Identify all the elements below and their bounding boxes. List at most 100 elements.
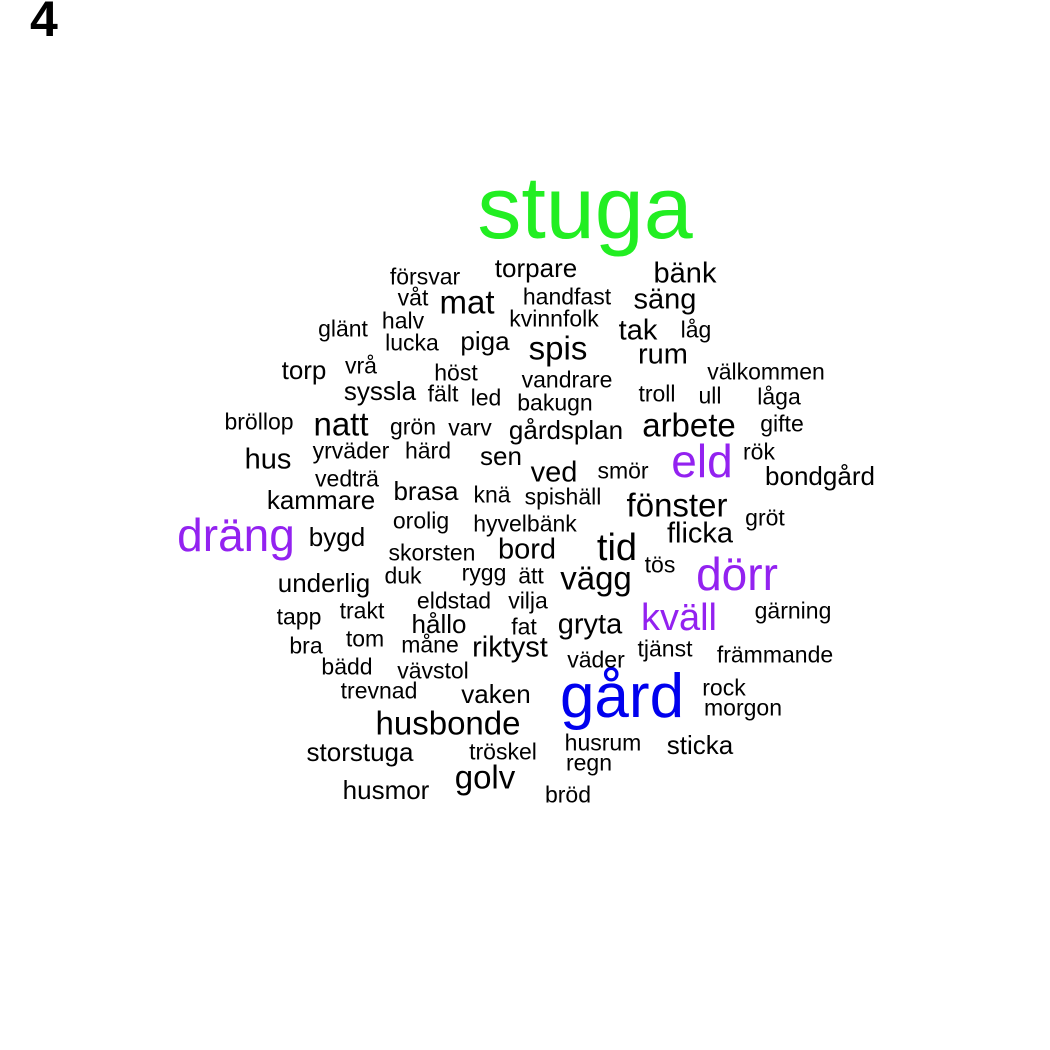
word-34: sen — [480, 441, 522, 471]
panel-label: 4 — [30, 0, 58, 47]
word-16: rum — [638, 338, 688, 371]
word-32: torpare — [494, 253, 578, 283]
word-68: härd — [404, 437, 452, 464]
word-94: regn — [565, 749, 613, 776]
word-19: tak — [618, 314, 658, 347]
word-60: bakugn — [517, 389, 593, 416]
word-79: duk — [384, 562, 422, 589]
word-5: kväll — [640, 597, 718, 639]
word-36: underlig — [277, 568, 371, 598]
word-38: bygd — [308, 522, 366, 552]
word-93: husrum — [564, 729, 642, 756]
word-27: bondgård — [765, 461, 875, 491]
word-28: husmor — [342, 775, 430, 805]
word-78: tös — [644, 551, 676, 578]
word-8: golv — [454, 758, 516, 796]
word-65: grön — [389, 413, 437, 440]
word-11: spis — [528, 329, 588, 367]
word-15: hus — [244, 443, 292, 476]
word-31: kammare — [266, 485, 376, 515]
word-13: mat — [439, 283, 495, 321]
word-52: försvar — [389, 263, 461, 290]
word-64: bröllop — [224, 408, 294, 435]
word-14: arbete — [642, 406, 736, 444]
word-25: brasa — [393, 476, 459, 506]
word-71: knä — [473, 481, 511, 508]
word-46: gärning — [754, 597, 832, 624]
word-98: låg — [680, 316, 712, 343]
word-76: rygg — [461, 559, 507, 586]
word-90: vävstol — [397, 657, 469, 684]
word-1: gård — [559, 662, 685, 731]
word-20: bord — [497, 533, 557, 566]
word-10: fönster — [626, 486, 728, 524]
word-77: ätt — [518, 562, 544, 589]
word-80: eldstad — [416, 587, 492, 614]
word-81: vilja — [508, 587, 548, 614]
word-41: yrväder — [312, 437, 390, 464]
word-17: bänk — [653, 257, 717, 290]
word-95: tröskel — [469, 738, 537, 765]
word-22: riktyst — [472, 631, 548, 664]
word-73: orolig — [392, 507, 450, 534]
word-86: tom — [345, 625, 385, 652]
word-9: vägg — [560, 559, 632, 597]
word-58: fält — [427, 380, 459, 407]
word-96: bröd — [544, 781, 592, 808]
word-67: gifte — [760, 410, 804, 437]
word-92: rock — [702, 674, 746, 701]
word-33: piga — [460, 326, 510, 356]
word-54: halv — [381, 307, 425, 334]
word-59: led — [470, 384, 502, 411]
word-53: glänt — [318, 315, 368, 342]
word-72: spishäll — [524, 483, 602, 510]
word-3: eld — [671, 435, 733, 487]
word-2: dörr — [696, 548, 778, 600]
word-57: höst — [434, 359, 478, 386]
word-62: ull — [698, 382, 722, 409]
word-88: väder — [567, 646, 625, 673]
word-49: tjänst — [637, 635, 693, 662]
word-85: bra — [289, 632, 323, 659]
word-63: låga — [757, 383, 801, 410]
word-39: torp — [281, 355, 327, 385]
word-24: ved — [530, 456, 578, 489]
word-70: vedträ — [315, 465, 379, 492]
word-29: storstuga — [306, 737, 414, 767]
word-47: gröt — [745, 504, 785, 531]
word-66: varv — [448, 414, 492, 441]
word-56: vrå — [345, 352, 377, 379]
word-43: vandrare — [521, 366, 613, 393]
word-4: dräng — [177, 509, 295, 561]
word-91: trevnad — [340, 677, 418, 704]
word-45: morgon — [704, 694, 782, 721]
word-84: fat — [511, 613, 537, 640]
word-6: tid — [596, 527, 638, 569]
word-74: hyvelbänk — [473, 510, 577, 537]
word-87: måne — [401, 631, 459, 658]
word-51: kvinnfolk — [509, 305, 599, 332]
word-7: husbonde — [375, 704, 521, 742]
word-12: natt — [313, 405, 369, 443]
word-44: välkommen — [707, 358, 825, 385]
word-82: tapp — [276, 603, 322, 630]
word-48: smör — [597, 457, 649, 484]
word-35: gårdsplan — [508, 415, 624, 445]
word-42: främmande — [716, 641, 834, 668]
word-30: vaken — [461, 679, 531, 709]
word-69: rök — [743, 438, 775, 465]
word-89: bädd — [321, 653, 373, 680]
word-61: troll — [638, 380, 676, 407]
word-83: trakt — [339, 597, 385, 624]
word-75: skorsten — [388, 539, 476, 566]
word-26: sticka — [666, 730, 734, 760]
word-21: gryta — [557, 608, 623, 641]
word-37: hållo — [411, 609, 467, 639]
word-97: våt — [397, 284, 429, 311]
word-0: stuga — [477, 158, 693, 257]
word-23: flicka — [666, 517, 734, 550]
word-50: handfast — [522, 283, 612, 310]
word-55: lucka — [385, 329, 439, 356]
word-40: syssla — [343, 376, 417, 406]
